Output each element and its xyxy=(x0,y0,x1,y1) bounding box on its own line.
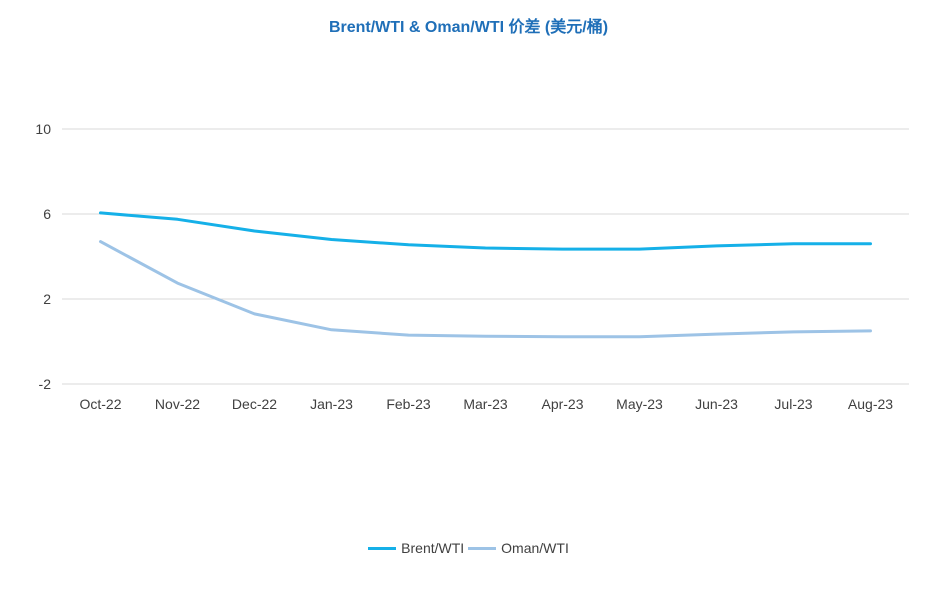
x-tick-label: May-23 xyxy=(616,396,663,412)
y-tick-label: -2 xyxy=(39,376,52,392)
y-tick-label: 2 xyxy=(43,291,51,307)
x-tick-label: Oct-22 xyxy=(79,396,121,412)
series-lines xyxy=(99,211,872,339)
legend: Brent/WTI Oman/WTI xyxy=(0,540,937,556)
x-tick-label: Aug-23 xyxy=(848,396,893,412)
x-tick-label: Apr-23 xyxy=(541,396,583,412)
legend-label-oman: Oman/WTI xyxy=(501,540,569,556)
legend-item-oman: Oman/WTI xyxy=(468,540,569,556)
series-line-oman xyxy=(99,240,872,339)
legend-swatch-brent xyxy=(368,546,397,550)
x-tick-label: Jan-23 xyxy=(310,396,353,412)
x-tick-label: Jul-23 xyxy=(774,396,812,412)
series-line-brent xyxy=(99,211,872,251)
legend-label-brent: Brent/WTI xyxy=(401,540,465,556)
gridlines xyxy=(62,128,909,385)
legend-swatch-oman xyxy=(468,546,497,550)
x-tick-label: Feb-23 xyxy=(386,396,431,412)
x-tick-label: Mar-23 xyxy=(463,396,508,412)
y-tick-label: 6 xyxy=(43,206,51,222)
x-tick-label: Dec-22 xyxy=(232,396,277,412)
legend-item-brent: Brent/WTI xyxy=(368,540,464,556)
y-tick-labels: -2 2 6 10 xyxy=(35,121,51,392)
chart-title: Brent/WTI & Oman/WTI 价差 (美元/桶) xyxy=(328,19,609,36)
x-tick-label: Nov-22 xyxy=(155,396,200,412)
y-tick-label: 10 xyxy=(35,121,51,137)
x-tick-label: Jun-23 xyxy=(695,396,738,412)
x-tick-labels: Oct-22 Nov-22 Dec-22 Jan-23 Feb-23 Mar-23 Apr-… xyxy=(79,396,893,412)
